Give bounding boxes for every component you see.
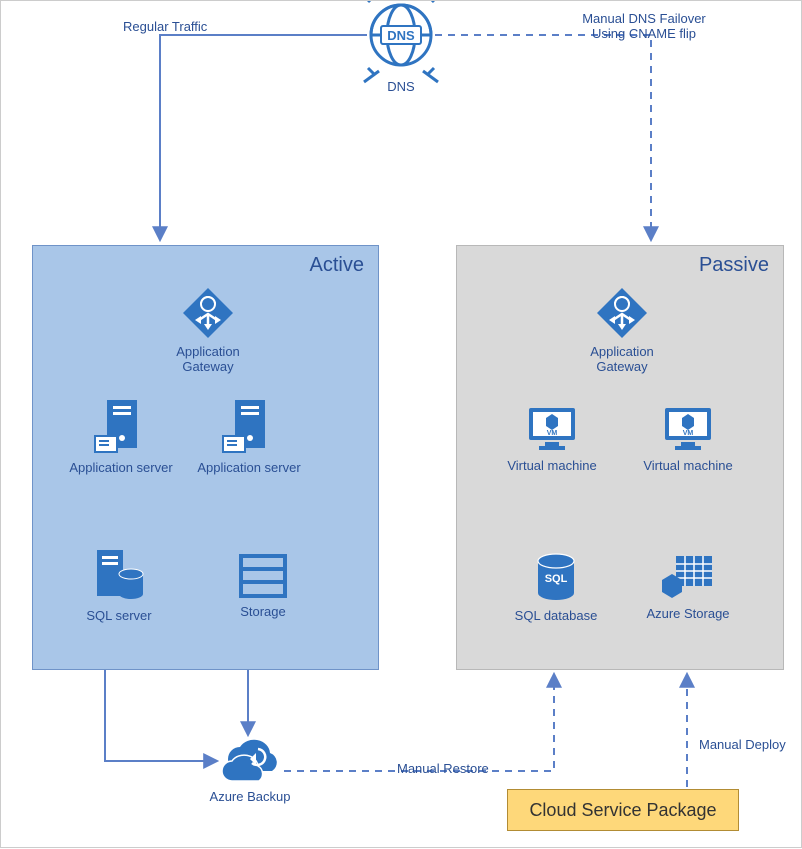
diagram-canvas: DNS Manual Restore (dashed) up to SQL da… (0, 0, 802, 848)
annotation-manual-restore: Manual Restore (397, 761, 489, 776)
vm-icon: VM (661, 404, 715, 454)
region-active-title: Active (310, 254, 364, 277)
application-gateway-icon (595, 286, 649, 340)
dns-label: DNS (377, 75, 425, 94)
sql-database-icon: SQL (533, 552, 579, 604)
svg-text:DNS: DNS (387, 28, 415, 43)
azure-storage-icon (660, 552, 716, 602)
server-icon (221, 398, 277, 456)
svg-text:SQL: SQL (545, 573, 568, 585)
dns-icon: DNS (364, 1, 438, 82)
sql-server-icon (91, 548, 147, 604)
cloud-service-package: Cloud Service Package (507, 789, 739, 831)
storage-icon (237, 552, 289, 600)
node-active-server2: Application server (189, 398, 309, 475)
svg-text:VM: VM (547, 430, 558, 437)
node-passive-gateway: Application Gateway (567, 286, 677, 374)
node-active-sql: SQL server (69, 548, 169, 623)
server-icon (93, 398, 149, 456)
node-azure-backup: Azure Backup (205, 737, 295, 804)
vm-icon: VM (525, 404, 579, 454)
region-passive-title: Passive (699, 254, 769, 277)
svg-text:VM: VM (683, 430, 694, 437)
node-passive-sql: SQL SQL database (501, 552, 611, 623)
node-passive-vm2: VM Virtual machine (633, 404, 743, 473)
region-active: Active Application Gateway (32, 245, 379, 670)
node-active-gateway: Application Gateway (153, 286, 263, 374)
cloud-backup-icon (218, 737, 282, 785)
annotation-regular-traffic: Regular Traffic (123, 19, 207, 34)
application-gateway-icon (181, 286, 235, 340)
node-active-storage: Storage (213, 552, 313, 619)
node-passive-vm1: VM Virtual machine (497, 404, 607, 473)
node-passive-storage: Azure Storage (633, 552, 743, 621)
annotation-failover: Manual DNS Failover Using CNAME flip (559, 11, 729, 41)
annotation-manual-deploy: Manual Deploy (699, 737, 786, 752)
region-passive: Passive Application Gateway VM (456, 245, 784, 670)
node-active-server1: Application server (61, 398, 181, 475)
